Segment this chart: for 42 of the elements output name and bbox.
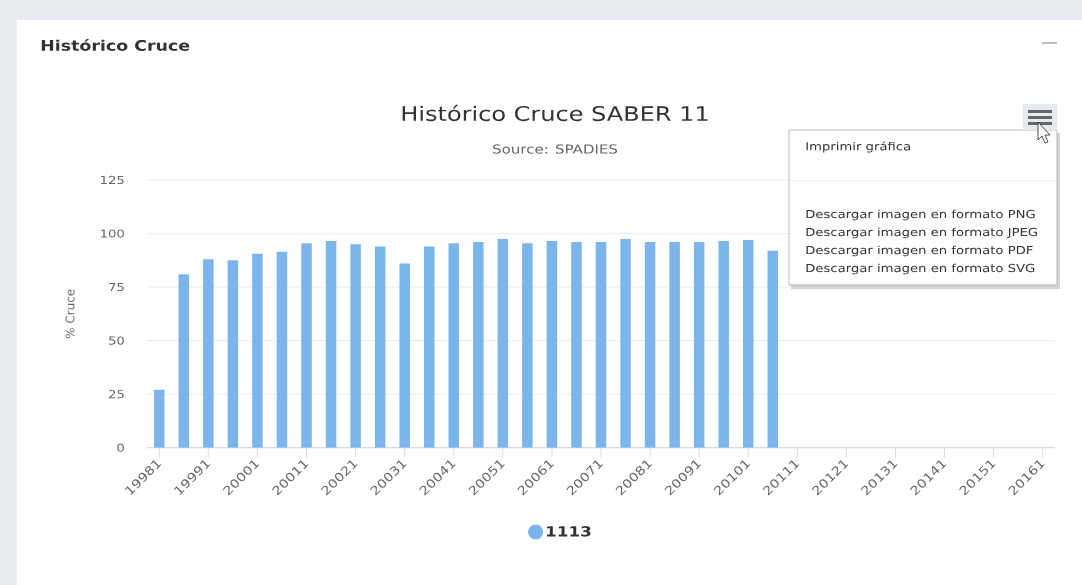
bar	[497, 238, 509, 448]
bar	[473, 242, 484, 448]
text: Histórico Cruce	[41, 39, 190, 51]
bar	[767, 250, 779, 448]
bar	[374, 246, 386, 448]
y-tick-label: 100	[101, 229, 124, 238]
annotation: Descargar imagen en formato PNG	[806, 209, 1035, 221]
bar	[448, 243, 460, 448]
bar	[644, 242, 656, 448]
bar	[742, 239, 754, 448]
text: Imprimir gráfica	[806, 141, 910, 153]
bar	[693, 242, 705, 448]
bar	[154, 389, 165, 448]
bar	[423, 246, 435, 448]
bar	[718, 241, 729, 448]
y-tick-label: 25	[108, 390, 124, 399]
bar	[399, 263, 410, 448]
legend-label: 1113	[546, 526, 591, 537]
y-tick-label: 50	[109, 336, 124, 345]
y-tick-label: 75	[109, 282, 124, 292]
y-tick-label: 0	[117, 443, 124, 452]
y-tick-label: 125	[101, 175, 124, 185]
bar	[350, 244, 361, 448]
chart-title: Histórico Cruce SABER 11	[402, 104, 708, 122]
bar	[276, 251, 288, 448]
bar	[178, 274, 190, 448]
chart-subtitle: Source: SPADIES	[493, 144, 618, 154]
annotation: Descargar imagen en formato JPEG	[806, 227, 1038, 239]
bar	[325, 241, 337, 448]
annotation: Descargar imagen en formato PDF	[806, 245, 1033, 257]
annotation: Descargar imagen en formato SVG	[806, 263, 1035, 275]
bar	[203, 259, 214, 448]
bar	[669, 242, 680, 448]
bar	[571, 242, 582, 448]
bar	[301, 243, 312, 448]
y-axis-title: % Cruce	[65, 289, 75, 339]
bar	[595, 242, 607, 448]
bar	[522, 243, 533, 448]
bar	[620, 238, 631, 448]
bar	[252, 253, 263, 448]
bar	[546, 241, 558, 448]
bar	[227, 260, 239, 448]
